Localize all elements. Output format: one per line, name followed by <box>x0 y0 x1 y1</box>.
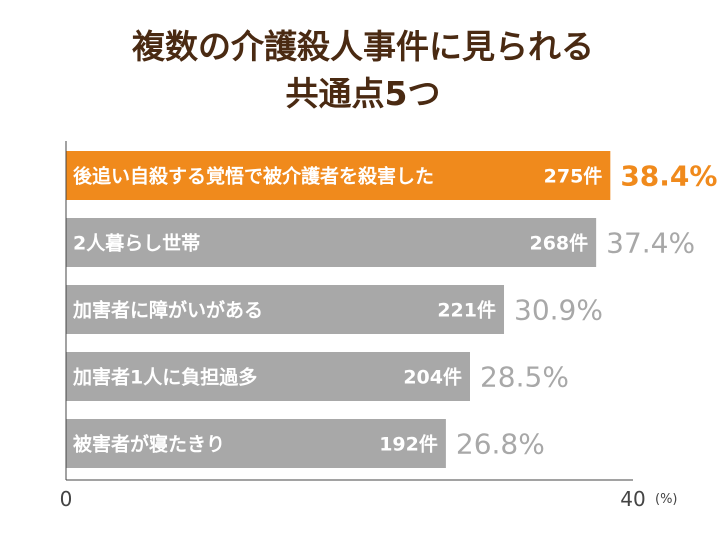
chart-title-line2: 共通点5つ <box>285 74 441 113</box>
bar-count-label-2: 268件 <box>529 232 588 255</box>
bar-category-label-3: 加害者に障がいがある <box>72 299 263 322</box>
bar-category-label-1: 後追い自殺する覚悟で被介護者を殺害した <box>73 165 434 188</box>
bar-value-label-2: 37.4% <box>606 227 695 260</box>
x-axis-unit-label: (%) <box>655 492 678 507</box>
x-tick-label-40: 40 <box>620 487 645 511</box>
bar-5 <box>66 419 446 468</box>
bar-value-label-3: 30.9% <box>514 294 603 327</box>
bar-count-label-4: 204件 <box>403 366 462 389</box>
chart-title-line1: 複数の介護殺人事件に見られる <box>132 27 594 66</box>
x-tick-label-0: 0 <box>60 487 73 511</box>
bar-count-label-1: 275件 <box>544 165 603 188</box>
bar-value-label-4: 28.5% <box>480 361 569 394</box>
bar-category-label-5: 被害者が寝たきり <box>73 433 225 456</box>
bar-count-label-3: 221件 <box>437 299 496 322</box>
bar-1 <box>66 151 611 200</box>
bar-count-label-5: 192件 <box>379 433 438 456</box>
bar-category-label-4: 加害者1人に負担過多 <box>72 366 257 389</box>
bar-4 <box>66 352 470 401</box>
bar-value-label-1: 38.4% <box>620 160 717 193</box>
bar-2 <box>66 218 597 267</box>
bar-value-label-5: 26.8% <box>456 428 545 461</box>
bar-category-label-2: 2人暮らし世帯 <box>73 232 200 255</box>
bar-3 <box>66 285 505 334</box>
